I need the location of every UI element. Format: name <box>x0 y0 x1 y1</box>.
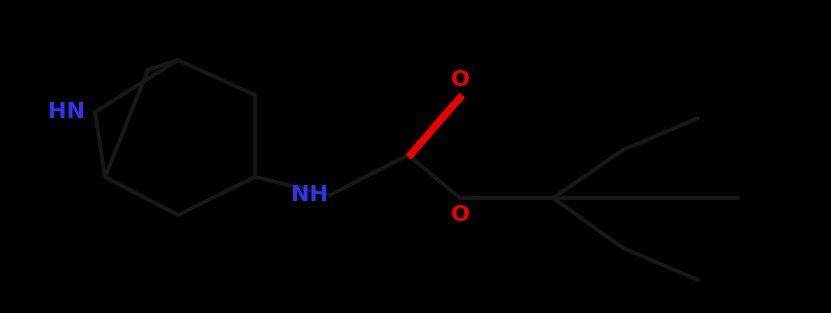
Text: NH: NH <box>291 185 328 205</box>
Text: O: O <box>450 205 470 225</box>
Text: O: O <box>450 70 470 90</box>
Text: HN: HN <box>48 102 85 122</box>
